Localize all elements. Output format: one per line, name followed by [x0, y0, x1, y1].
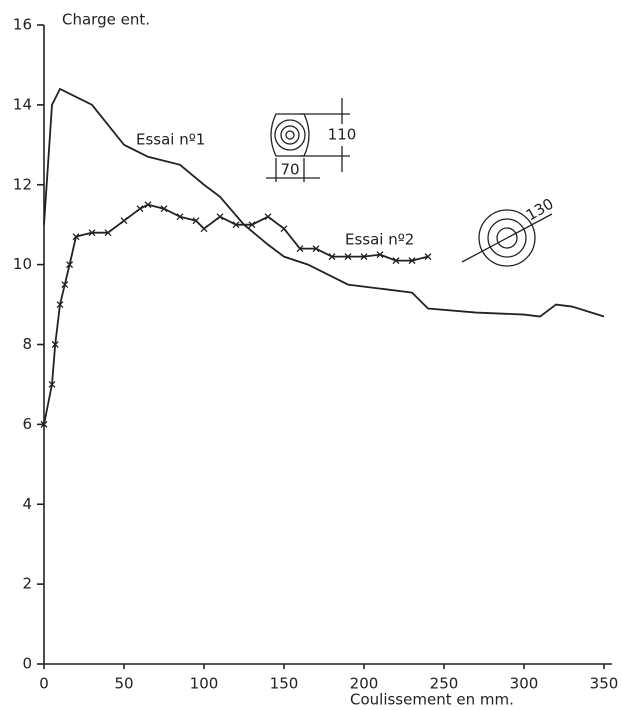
y-tick-label: 4 — [22, 495, 32, 513]
chart: Charge ent. Coulissement en mm. Essai nº… — [0, 0, 622, 710]
x-tick-label: 250 — [430, 675, 459, 693]
dimension-label: 110 — [328, 126, 357, 144]
x-axis-label: Coulissement en mm. — [350, 691, 514, 709]
x-tick-label: 200 — [350, 675, 379, 693]
x-tick-label: 50 — [114, 675, 133, 693]
x-tick-label: 100 — [190, 675, 219, 693]
y-tick-label: 12 — [13, 175, 32, 193]
y-tick-label: 14 — [13, 95, 32, 113]
x-tick-label: 350 — [590, 675, 619, 693]
y-tick-label: 0 — [22, 655, 32, 673]
x-tick-label: 300 — [510, 675, 539, 693]
y-axis-label: Charge ent. — [62, 11, 150, 29]
point-marker — [137, 206, 143, 212]
y-tick-label: 10 — [13, 255, 32, 273]
series-line — [44, 89, 604, 317]
y-tick-label: 2 — [22, 575, 32, 593]
x-tick-label: 0 — [39, 675, 49, 693]
point-marker — [121, 218, 127, 224]
point-marker — [201, 226, 207, 232]
x-tick-label: 150 — [270, 675, 299, 693]
series-label: Essai nº2 — [345, 231, 414, 249]
point-marker — [281, 226, 287, 232]
point-marker — [265, 214, 271, 220]
series-label: Essai nº1 — [136, 131, 205, 149]
y-tick-label: 16 — [13, 16, 32, 34]
y-tick-label: 6 — [22, 415, 32, 433]
y-tick-label: 8 — [22, 335, 32, 353]
point-marker — [217, 214, 223, 220]
dimension-label: 70 — [280, 161, 299, 179]
